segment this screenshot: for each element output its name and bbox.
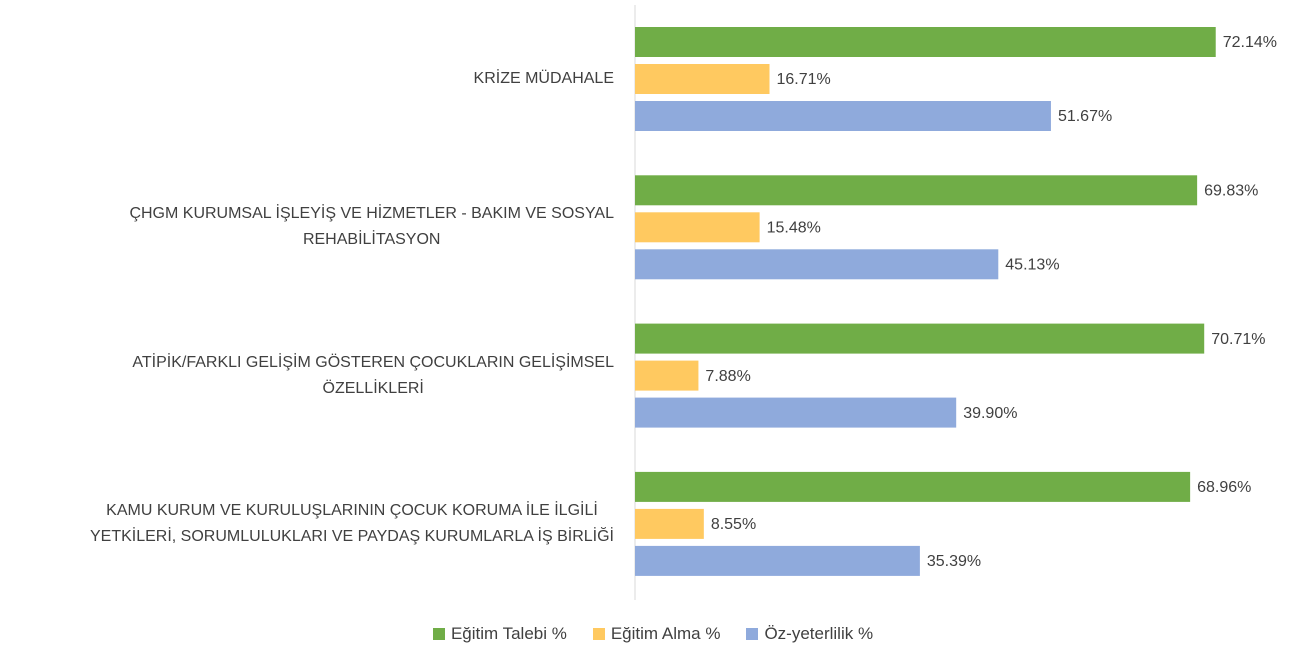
bar bbox=[635, 212, 760, 243]
category-label: KRİZE MÜDAHALE bbox=[473, 70, 614, 87]
data-label: 7.88% bbox=[705, 368, 750, 385]
category-label: KAMU KURUM VE KURULUŞLARININ ÇOCUK KORUM… bbox=[89, 501, 614, 545]
legend-item: Eğitim Alma % bbox=[592, 624, 721, 644]
data-label: 68.96% bbox=[1197, 479, 1251, 496]
category-label: ÇHGM KURUMSAL İŞLEYİŞ VE HİZMETLER - BAK… bbox=[129, 205, 614, 249]
data-label: 51.67% bbox=[1058, 108, 1112, 125]
bar bbox=[635, 360, 699, 391]
bar bbox=[635, 175, 1198, 206]
data-label: 72.14% bbox=[1223, 34, 1277, 51]
bar bbox=[635, 27, 1216, 57]
bar bbox=[635, 64, 770, 94]
data-label: 39.90% bbox=[963, 405, 1017, 422]
legend-label: Öz-yeterlilik % bbox=[764, 624, 874, 643]
legend-swatch bbox=[592, 628, 605, 640]
legend: Eğitim Talebi % Eğitim Alma % Öz-yeterlili… bbox=[0, 624, 1306, 644]
bar bbox=[635, 101, 1051, 131]
data-label: 69.83% bbox=[1204, 183, 1258, 200]
data-label: 8.55% bbox=[711, 516, 756, 533]
legend-label: Eğitim Talebi % bbox=[450, 624, 567, 643]
bar bbox=[635, 397, 957, 428]
data-label: 15.48% bbox=[767, 220, 821, 237]
legend-item: Öz-yeterlilik % bbox=[746, 624, 873, 644]
category-label: ATİPİK/FARKLI GELİŞİM GÖSTEREN ÇOCUKLARI… bbox=[132, 353, 614, 397]
bar bbox=[635, 323, 1205, 354]
bar bbox=[635, 508, 704, 539]
bar bbox=[635, 471, 1191, 502]
bar bbox=[635, 249, 999, 280]
legend-swatch bbox=[432, 628, 445, 640]
data-label: 70.71% bbox=[1211, 331, 1265, 348]
legend-item: Eğitim Talebi % bbox=[432, 624, 567, 644]
legend-swatch bbox=[746, 628, 759, 640]
data-label: 35.39% bbox=[927, 553, 981, 570]
bar bbox=[635, 545, 920, 576]
data-label: 16.71% bbox=[777, 71, 831, 88]
data-label: 45.13% bbox=[1005, 257, 1059, 274]
legend-label: Eğitim Alma % bbox=[610, 624, 721, 643]
